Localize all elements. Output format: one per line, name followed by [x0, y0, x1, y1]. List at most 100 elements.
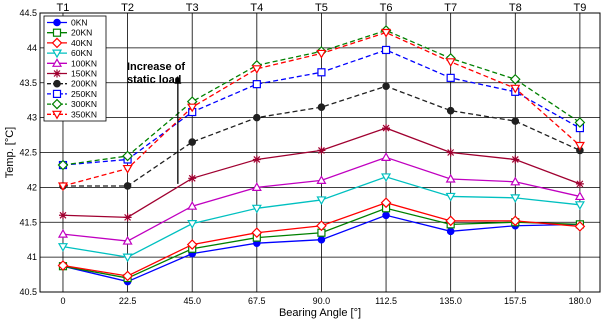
data-point-250KN	[446, 73, 455, 82]
data-point-350KN	[316, 49, 327, 59]
legend-marker-0KN	[53, 18, 61, 27]
data-point-60KN	[187, 220, 198, 229]
data-point-150KN	[123, 213, 132, 222]
data-point-150KN	[575, 179, 584, 188]
data-point-100KN	[381, 152, 392, 161]
data-point-200KN	[253, 113, 261, 122]
data-point-40KN	[316, 220, 327, 232]
y-tick-label: 42	[27, 182, 37, 192]
data-point-0KN	[317, 235, 326, 244]
legend-label-100KN: 100KN	[71, 58, 97, 68]
data-point-200KN	[188, 138, 197, 146]
data-point-350KN	[445, 58, 456, 68]
legend-marker-300KN	[51, 98, 63, 110]
data-point-100KN	[574, 191, 585, 201]
data-point-200KN	[317, 103, 326, 111]
data-point-350KN	[510, 84, 521, 94]
annotation-arrow-head	[174, 75, 182, 84]
y-tick-label: 44.5	[19, 8, 37, 18]
data-point-250KN	[381, 45, 391, 55]
y-tick-label: 44	[27, 43, 37, 53]
data-point-300KN	[57, 159, 69, 171]
data-point-150KN	[446, 148, 455, 157]
data-point-200KN	[446, 106, 455, 115]
data-point-40KN	[380, 197, 392, 209]
legend-marker-150KN	[53, 69, 61, 78]
y-tick-label: 43.5	[19, 78, 37, 88]
data-point-250KN	[252, 80, 261, 89]
data-point-100KN	[316, 175, 327, 184]
data-point-40KN	[574, 221, 586, 232]
legend-label-0KN: 0KN	[71, 18, 88, 28]
series-350KN	[57, 28, 585, 192]
data-point-60KN	[445, 192, 456, 202]
series-150KN	[58, 124, 584, 222]
annotation-text-line1: Increase of	[127, 61, 185, 73]
ticks: 0 T1 22.5 T2 45.0 T3 67.5 T4 90.0 T5 112.5 T6 135.0 T…	[19, 2, 591, 306]
legend-label-250KN: 250KN	[71, 89, 97, 99]
series-100KN	[57, 152, 585, 245]
data-point-350KN	[122, 164, 133, 174]
data-point-300KN	[122, 150, 133, 162]
y-tick-label: 41.5	[19, 217, 37, 227]
series-60KN	[57, 173, 585, 263]
data-point-250KN	[317, 68, 326, 77]
legend-label-60KN: 60KN	[71, 48, 92, 58]
y-axis-label: Temp. [°C]	[4, 127, 16, 178]
data-point-150KN	[382, 124, 391, 133]
data-point-60KN	[57, 243, 69, 252]
x-tick-label: 157.5	[504, 296, 527, 306]
data-point-350KN	[57, 182, 69, 192]
y-tick-label: 42.5	[19, 148, 37, 158]
x-tick-label: 0	[60, 296, 65, 306]
data-point-150KN	[58, 211, 67, 220]
y-tick-label: 41	[27, 252, 37, 262]
data-point-100KN	[510, 176, 521, 186]
data-point-40KN	[122, 270, 133, 282]
data-point-150KN	[511, 155, 520, 164]
legend-label-200KN: 200KN	[71, 79, 97, 89]
top-tick-label: T1	[57, 2, 70, 14]
data-point-100KN	[251, 182, 262, 191]
y-tick-label: 43	[27, 113, 37, 123]
data-point-350KN	[187, 103, 198, 113]
series-layer	[57, 25, 586, 286]
legend-marker-60KN	[51, 49, 63, 59]
annotation: Increase of static load	[127, 61, 185, 184]
data-point-40KN	[57, 260, 69, 271]
data-point-60KN	[251, 204, 262, 214]
data-point-350KN	[251, 65, 262, 75]
x-tick-label: 180.0	[569, 296, 592, 306]
legend-label-350KN: 350KN	[71, 109, 97, 119]
legend-marker-40KN	[51, 37, 63, 49]
top-tick-label: T3	[186, 2, 199, 14]
x-tick-label: 45.0	[183, 296, 201, 306]
data-point-0KN	[446, 227, 455, 236]
data-point-40KN	[509, 215, 521, 227]
x-tick-label: 67.5	[248, 296, 266, 306]
top-tick-label: T5	[315, 2, 328, 14]
series-40KN	[57, 197, 586, 282]
data-point-150KN	[317, 146, 326, 155]
data-point-100KN	[122, 235, 133, 245]
top-tick-label: T2	[121, 2, 134, 14]
legend-label-20KN: 20KN	[71, 28, 92, 38]
annotation-text-line2: static load	[127, 74, 181, 86]
data-point-60KN	[381, 173, 392, 183]
data-point-60KN	[574, 201, 585, 211]
legend-label-150KN: 150KN	[71, 69, 97, 79]
data-point-0KN	[382, 211, 390, 220]
data-point-100KN	[187, 200, 198, 210]
legend-marker-200KN	[53, 79, 61, 88]
data-point-100KN	[57, 228, 69, 238]
legend-label-300KN: 300KN	[71, 99, 97, 109]
x-tick-label: 112.5	[375, 296, 397, 306]
data-point-60KN	[122, 253, 133, 263]
legend-label-40KN: 40KN	[71, 38, 92, 48]
data-point-150KN	[188, 174, 197, 183]
data-point-300KN	[574, 117, 586, 128]
data-point-100KN	[445, 173, 456, 183]
top-tick-label: T6	[380, 2, 393, 14]
data-point-350KN	[574, 141, 585, 151]
